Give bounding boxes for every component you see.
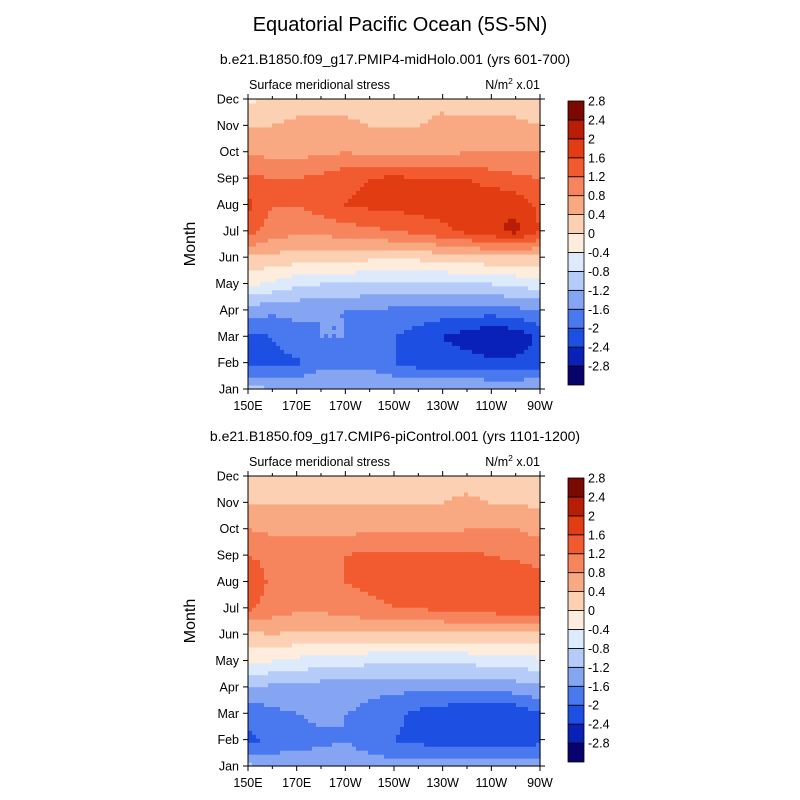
y-tick-label: Jul xyxy=(223,601,239,615)
units-label: N/m2 x.01 xyxy=(485,76,540,92)
colorbar-label: -1.2 xyxy=(588,284,610,298)
colorbar-label: 2 xyxy=(588,132,595,146)
x-tick-label: 110W xyxy=(475,399,507,413)
colorbar-label: 0 xyxy=(588,227,595,241)
y-tick-label: Oct xyxy=(220,145,240,159)
y-axis-label: Month xyxy=(182,599,199,643)
colorbar-label: -0.8 xyxy=(588,265,610,279)
y-tick-label: May xyxy=(215,654,239,668)
y-tick-label: May xyxy=(215,277,239,291)
colorbar-label: 1.2 xyxy=(588,547,605,561)
panel-1-title: b.e21.B1850.f09_g17.PMIP4-midHolo.001 (y… xyxy=(219,51,571,67)
colorbar-label: 2.4 xyxy=(588,490,605,504)
x-tick-label: 150W xyxy=(378,399,411,413)
figure-title: Equatorial Pacific Ocean (5S-5N) xyxy=(252,14,548,36)
panel-2-title: b.e21.B1850.f09_g17.CMIP6-piControl.001 … xyxy=(209,428,581,444)
colorbar-label: 1.6 xyxy=(588,528,605,542)
x-tick-label: 170E xyxy=(282,399,311,413)
x-tick-label: 130W xyxy=(426,399,459,413)
y-tick-label: Feb xyxy=(217,356,239,370)
x-tick-label: 150E xyxy=(233,399,262,413)
x-tick-label: 90W xyxy=(527,399,553,413)
x-tick-label: 130W xyxy=(426,776,459,790)
y-tick-label: Apr xyxy=(220,303,239,317)
y-tick-label: Nov xyxy=(217,119,240,133)
y-tick-label: Nov xyxy=(217,496,240,510)
y-tick-label: Jun xyxy=(219,628,239,642)
colorbar-label: -2 xyxy=(588,322,599,336)
y-tick-label: Dec xyxy=(217,93,239,107)
y-tick-label: Dec xyxy=(217,470,239,484)
colorbar-label: -0.4 xyxy=(588,623,610,637)
x-tick-label: 170W xyxy=(329,776,362,790)
colorbar-label: 0.8 xyxy=(588,566,605,580)
colorbar-label: 0.8 xyxy=(588,189,605,203)
colorbar-label: -2.4 xyxy=(588,341,610,355)
y-tick-label: Mar xyxy=(217,330,239,344)
colorbar-label: -0.8 xyxy=(588,642,610,656)
colorbar-label: -2 xyxy=(588,699,599,713)
y-axis-label: Month xyxy=(182,222,199,266)
colorbar-label: -0.4 xyxy=(588,246,610,260)
colorbar-label: 2.8 xyxy=(588,472,605,486)
x-tick-label: 170E xyxy=(282,776,311,790)
y-tick-label: Aug xyxy=(217,575,239,589)
panel-1-colorbar: -2.8 -2.4 -2 -1.6 -1.2 -0.8 -0.4 0 0.4 0.8 1.2 1.6 2… xyxy=(567,95,610,386)
colorbar-label: 2 xyxy=(588,509,595,523)
panel-2-colorbar: -2.8 -2.4 -2 -1.6 -1.2 -0.8 -0.4 0 0.4 0.8 1.2 1.6 2… xyxy=(567,472,610,763)
colorbar-label: -1.2 xyxy=(588,661,610,675)
panel-2-plot xyxy=(248,476,541,767)
y-tick-label: Jun xyxy=(219,251,239,265)
colorbar-label: -2.4 xyxy=(588,718,610,732)
y-tick-label: Sep xyxy=(217,172,239,186)
variable-label: Surface meridional stress xyxy=(249,78,390,92)
units-label: N/m2 x.01 xyxy=(485,453,540,469)
x-tick-label: 110W xyxy=(475,776,507,790)
colorbar-label: 0 xyxy=(588,604,595,618)
y-tick-label: Aug xyxy=(217,198,239,212)
colorbar-label: -2.8 xyxy=(588,360,610,374)
colorbar-label: -1.6 xyxy=(588,303,610,317)
colorbar-label: -1.6 xyxy=(588,680,610,694)
y-tick-label: Sep xyxy=(217,549,239,563)
y-tick-label: Jan xyxy=(219,760,239,774)
y-tick-label: Oct xyxy=(220,522,240,536)
x-tick-label: 170W xyxy=(329,399,362,413)
x-tick-label: 150W xyxy=(378,776,411,790)
y-tick-label: Feb xyxy=(217,733,239,747)
x-tick-label: 90W xyxy=(527,776,553,790)
colorbar-label: -2.8 xyxy=(588,737,610,751)
colorbar-label: 1.2 xyxy=(588,170,605,184)
colorbar-label: 0.4 xyxy=(588,208,605,222)
y-tick-label: Jan xyxy=(219,383,239,397)
panel-1-plot xyxy=(248,99,541,390)
x-tick-label: 150E xyxy=(233,776,262,790)
colorbar-label: 1.6 xyxy=(588,151,605,165)
y-tick-label: Apr xyxy=(220,680,239,694)
colorbar-label: 0.4 xyxy=(588,585,605,599)
colorbar-label: 2.4 xyxy=(588,113,605,127)
variable-label: Surface meridional stress xyxy=(249,455,390,469)
y-tick-label: Mar xyxy=(217,707,239,721)
y-tick-label: Jul xyxy=(223,224,239,238)
colorbar-label: 2.8 xyxy=(588,95,605,109)
